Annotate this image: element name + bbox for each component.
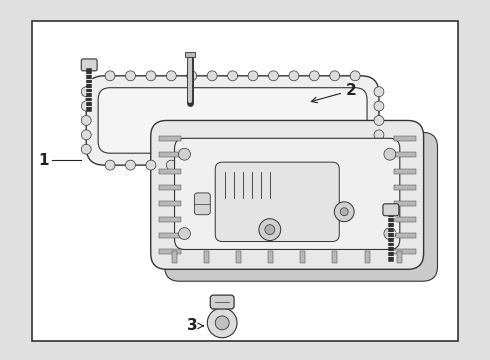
Circle shape <box>350 160 360 170</box>
Circle shape <box>374 87 384 96</box>
Bar <box>236 251 241 264</box>
Circle shape <box>207 160 217 170</box>
Bar <box>365 251 369 264</box>
Bar <box>185 52 196 57</box>
Circle shape <box>384 148 396 160</box>
Circle shape <box>350 71 360 81</box>
Bar <box>394 201 416 206</box>
Circle shape <box>374 101 384 111</box>
Bar <box>159 201 180 206</box>
Circle shape <box>228 160 238 170</box>
Bar <box>159 136 180 141</box>
Circle shape <box>374 144 384 154</box>
FancyBboxPatch shape <box>174 138 400 249</box>
Circle shape <box>384 228 396 239</box>
Circle shape <box>248 71 258 81</box>
Circle shape <box>81 116 91 125</box>
FancyBboxPatch shape <box>32 21 458 341</box>
Circle shape <box>340 208 348 216</box>
Text: 3: 3 <box>187 318 198 333</box>
Circle shape <box>248 160 258 170</box>
Circle shape <box>125 71 135 81</box>
Circle shape <box>146 71 156 81</box>
Circle shape <box>105 71 115 81</box>
FancyBboxPatch shape <box>165 132 438 281</box>
Circle shape <box>334 202 354 222</box>
Circle shape <box>289 71 299 81</box>
Circle shape <box>178 148 191 160</box>
Bar <box>159 217 180 222</box>
Bar <box>397 251 402 264</box>
Bar <box>394 217 416 222</box>
Bar <box>394 136 416 141</box>
FancyBboxPatch shape <box>98 88 367 153</box>
Circle shape <box>81 130 91 140</box>
Bar <box>394 153 416 157</box>
Bar <box>268 251 273 264</box>
Circle shape <box>265 225 275 235</box>
FancyBboxPatch shape <box>151 121 424 269</box>
Bar <box>394 249 416 255</box>
Circle shape <box>167 160 176 170</box>
Bar <box>159 185 180 190</box>
FancyBboxPatch shape <box>215 162 339 242</box>
Circle shape <box>259 219 281 240</box>
Circle shape <box>269 160 278 170</box>
Bar <box>159 168 180 174</box>
Bar <box>204 251 209 264</box>
Circle shape <box>125 160 135 170</box>
Bar <box>159 249 180 255</box>
Circle shape <box>289 160 299 170</box>
Bar <box>159 153 180 157</box>
Circle shape <box>228 71 238 81</box>
FancyBboxPatch shape <box>81 59 97 71</box>
Circle shape <box>81 87 91 96</box>
Circle shape <box>309 160 319 170</box>
Circle shape <box>146 160 156 170</box>
Bar <box>394 233 416 238</box>
Circle shape <box>207 71 217 81</box>
Circle shape <box>330 160 340 170</box>
Circle shape <box>81 144 91 154</box>
Circle shape <box>330 71 340 81</box>
FancyBboxPatch shape <box>195 193 210 215</box>
Circle shape <box>187 71 196 81</box>
Bar <box>172 251 176 264</box>
Bar <box>394 185 416 190</box>
Circle shape <box>187 160 196 170</box>
Circle shape <box>374 116 384 125</box>
Circle shape <box>178 228 191 239</box>
Circle shape <box>81 101 91 111</box>
Circle shape <box>374 130 384 140</box>
Circle shape <box>269 71 278 81</box>
Bar <box>394 168 416 174</box>
FancyBboxPatch shape <box>210 295 234 309</box>
Circle shape <box>207 308 237 338</box>
FancyBboxPatch shape <box>383 204 399 216</box>
Bar <box>300 251 305 264</box>
Circle shape <box>215 316 229 330</box>
Circle shape <box>309 71 319 81</box>
Text: 1: 1 <box>38 153 49 168</box>
Bar <box>159 233 180 238</box>
Text: 2: 2 <box>346 83 357 98</box>
Circle shape <box>105 160 115 170</box>
Circle shape <box>167 71 176 81</box>
FancyBboxPatch shape <box>86 76 379 165</box>
Bar <box>332 251 338 264</box>
